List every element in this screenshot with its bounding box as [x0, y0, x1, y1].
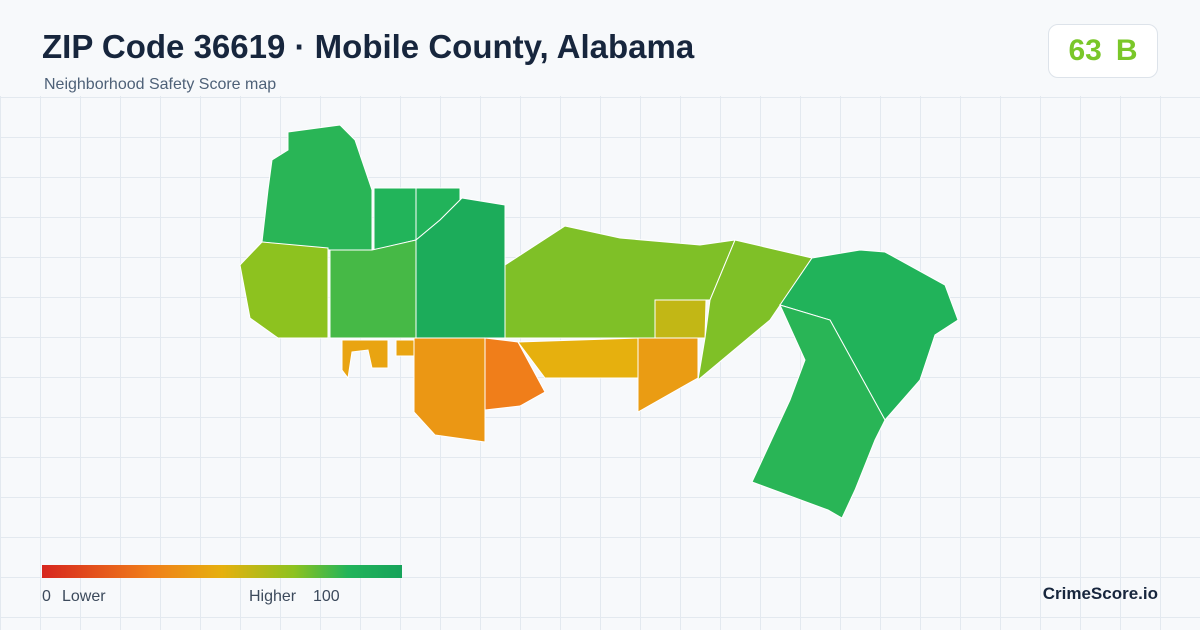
title: ZIP Code 36619 · Mobile County, Alabama [42, 28, 695, 65]
region [373, 187, 417, 251]
score-value: 63 [1068, 34, 1102, 67]
region [751, 304, 886, 519]
legend-max: 100 [313, 588, 340, 605]
region [239, 241, 329, 339]
legend-min: 0 [42, 588, 51, 605]
score-grade: B [1115, 34, 1138, 67]
subtitle: Neighborhood Safety Score map [44, 76, 277, 93]
region [517, 337, 639, 379]
region [329, 239, 417, 339]
legend-gradient [42, 565, 402, 578]
legend-max-label: Higher [249, 588, 297, 605]
region [413, 337, 486, 443]
region [341, 339, 389, 380]
region [637, 337, 699, 413]
brand: CrimeScore.io [1042, 584, 1158, 603]
region [654, 299, 707, 339]
region [395, 339, 415, 357]
region [484, 337, 546, 411]
region [261, 124, 373, 251]
score-badge: 63 B [1048, 24, 1158, 78]
header [0, 0, 1200, 96]
legend-min-label: Lower [62, 588, 106, 605]
